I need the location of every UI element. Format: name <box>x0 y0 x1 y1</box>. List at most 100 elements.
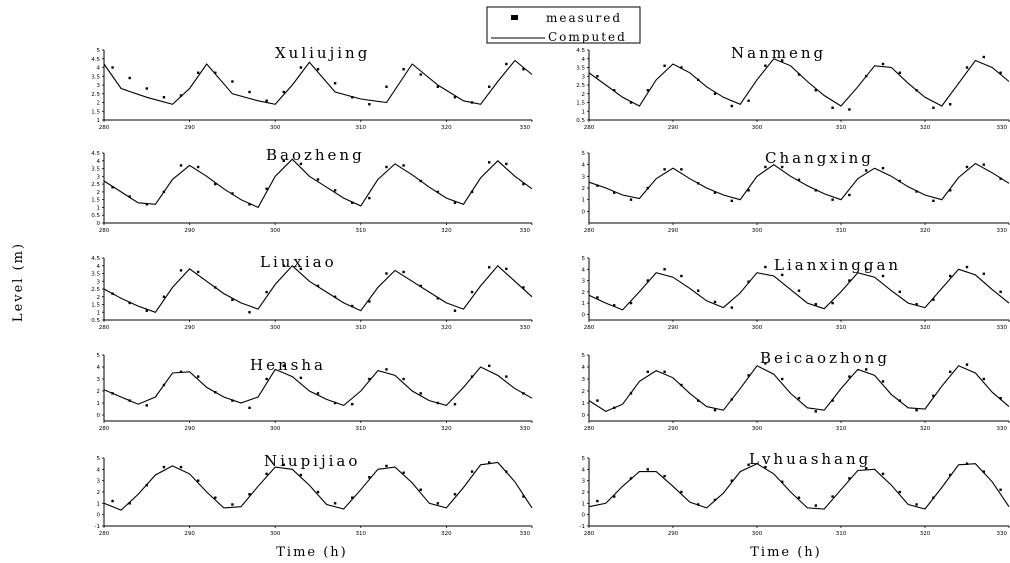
measured-point <box>282 463 285 466</box>
y-tick-label: 3 <box>582 479 586 485</box>
y-tick-label: 3 <box>582 74 586 80</box>
measured-point <box>316 178 320 181</box>
x-tick-label: 330 <box>997 125 1008 131</box>
measured-point <box>179 370 183 373</box>
y-tick-label: 0.5 <box>91 318 100 324</box>
y-tick-label: 4 <box>582 467 586 473</box>
panel-lianxinggan: 280 290 300 310 320 330 0 1 2 3 4 5 Lianxinggan <box>582 256 1010 331</box>
measured-point <box>747 99 750 102</box>
measured-point <box>453 403 457 406</box>
measured-point <box>333 502 337 505</box>
measured-point <box>436 85 440 88</box>
measured-point <box>179 465 183 469</box>
x-tick-label: 310 <box>356 228 367 234</box>
measured-point <box>713 409 717 412</box>
measured-point <box>915 190 918 193</box>
measured-point <box>214 182 217 186</box>
y-tick-label: 1 <box>582 301 586 307</box>
measured-point <box>231 80 234 83</box>
measured-point <box>898 71 901 74</box>
measured-point <box>999 71 1002 74</box>
measured-point <box>814 504 817 507</box>
measured-point <box>764 64 767 67</box>
measured-point <box>316 68 320 71</box>
y-tick-label: 1 <box>582 109 586 115</box>
measured-point <box>128 399 131 402</box>
measured-point <box>402 68 405 71</box>
measured-point <box>522 392 525 395</box>
x-tick-label: 330 <box>997 531 1008 537</box>
x-tick-label: 280 <box>99 325 110 331</box>
x-tick-label: 310 <box>356 125 367 131</box>
measured-point <box>999 290 1002 294</box>
measured-point <box>248 203 251 206</box>
x-tick-label: 280 <box>99 426 110 432</box>
measured-point <box>596 75 599 78</box>
measured-point <box>368 300 371 303</box>
x-tick-label: 300 <box>752 531 763 537</box>
panel-beicaozhong: 280 290 300 310 320 330 0 1 2 3 4 5 Beicaozhong <box>582 349 1010 432</box>
y-tick-label: 2.5 <box>91 182 100 188</box>
measured-point <box>831 198 834 201</box>
panel-title: Nanmeng <box>731 44 826 62</box>
measured-point <box>248 406 251 409</box>
measured-point <box>881 62 885 66</box>
measured-point <box>128 195 131 198</box>
measured-point <box>999 177 1002 180</box>
measured-point <box>680 168 683 171</box>
x-tick-label: 320 <box>920 325 931 331</box>
measured-point <box>128 301 131 305</box>
measured-point <box>629 477 633 480</box>
measured-point <box>663 64 666 67</box>
measured-point <box>831 399 834 402</box>
y-tick-label: 3.5 <box>91 167 100 173</box>
y-tick-label: 3 <box>582 279 586 285</box>
measured-point <box>162 96 166 99</box>
measured-point <box>613 406 616 409</box>
measured-point <box>764 362 767 365</box>
measured-point <box>145 203 148 206</box>
measured-point <box>949 370 952 373</box>
x-tick-label: 300 <box>752 426 763 432</box>
measured-point <box>781 480 784 483</box>
measured-point <box>385 368 388 371</box>
measured-point <box>299 66 303 69</box>
measured-point <box>730 479 733 482</box>
measured-point <box>881 166 885 170</box>
measured-point <box>351 96 354 99</box>
measured-point <box>351 496 354 499</box>
measured-point <box>248 311 251 314</box>
measured-point <box>898 179 901 183</box>
measured-point <box>282 264 285 267</box>
y-tick-label: 5 <box>97 456 101 462</box>
x-tick-label: 280 <box>99 228 110 234</box>
measured-point <box>865 368 868 371</box>
measured-point <box>522 68 525 71</box>
measured-point <box>663 474 666 478</box>
measured-point <box>488 161 491 164</box>
measured-point <box>385 165 388 169</box>
measured-point <box>111 66 114 69</box>
measured-point <box>436 502 440 505</box>
x-tick-label: 310 <box>836 125 847 131</box>
x-tick-label: 300 <box>270 531 281 537</box>
measured-point <box>453 201 457 204</box>
measured-point <box>214 71 217 74</box>
measured-point <box>831 301 834 305</box>
measured-point <box>613 495 616 498</box>
y-tick-label: 4 <box>97 264 101 270</box>
measured-point <box>316 284 320 288</box>
y-tick-label: 4 <box>97 159 101 165</box>
measured-point <box>999 397 1002 400</box>
measured-point <box>697 399 700 402</box>
measured-point <box>680 274 683 278</box>
measured-point <box>965 363 969 366</box>
x-tick-label: 310 <box>356 325 367 331</box>
measured-point <box>351 304 354 308</box>
y-tick-label: 3 <box>97 377 101 383</box>
y-tick-label: 1 <box>97 501 101 507</box>
measured-point <box>646 370 649 373</box>
panel-niupijiao: 280 290 300 310 320 330 -1 0 1 2 3 4 5 Niupijiao <box>95 452 533 537</box>
measured-point <box>629 198 633 201</box>
